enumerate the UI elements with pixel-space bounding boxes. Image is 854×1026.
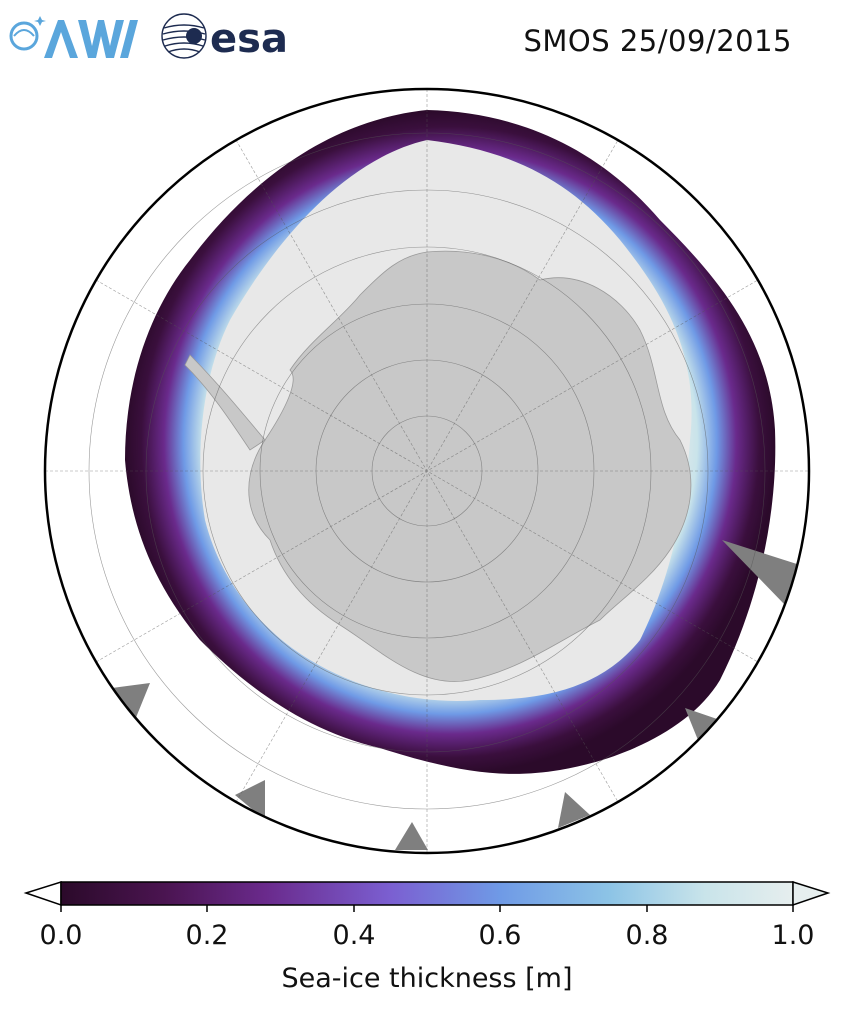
missing-data-wedge: [685, 708, 720, 745]
map-boundary: [43, 87, 811, 855]
colorbar-tick-label: 0.8: [625, 920, 669, 951]
colorbar-tick-label: 1.0: [771, 920, 815, 951]
missing-data-wedge: [722, 540, 800, 605]
awi-logo: [9, 16, 138, 58]
colorbar-tick-label: 0.0: [39, 920, 83, 951]
sea-ice-map: [43, 87, 811, 855]
graticule: [45, 89, 809, 853]
missing-data-wedge: [112, 683, 150, 720]
colorbar: [23, 880, 831, 912]
map-title: SMOS 25/09/2015: [523, 24, 792, 58]
colorbar-tick-label: 0.6: [478, 920, 522, 951]
esa-logo: esa: [161, 13, 288, 62]
colorbar-extend-max: [792, 880, 831, 907]
antarctica-landmass: [248, 250, 692, 682]
colorbar-tick-label: 0.4: [332, 920, 376, 951]
missing-data-wedge: [235, 780, 265, 820]
colorbar-tick-label: 0.2: [185, 920, 229, 951]
missing-data-wedge: [395, 822, 428, 850]
header: esa SMOS 25/09/2015: [0, 0, 854, 80]
colorbar-ticks: [60, 905, 794, 912]
missing-data-wedge: [558, 792, 590, 828]
svg-text:esa: esa: [210, 16, 288, 62]
colorbar-label: Sea-ice thickness [m]: [281, 963, 573, 994]
antarctic-peninsula: [184, 354, 266, 451]
colorbar-gradient: [60, 881, 794, 906]
colorbar-extend-min: [23, 880, 62, 907]
